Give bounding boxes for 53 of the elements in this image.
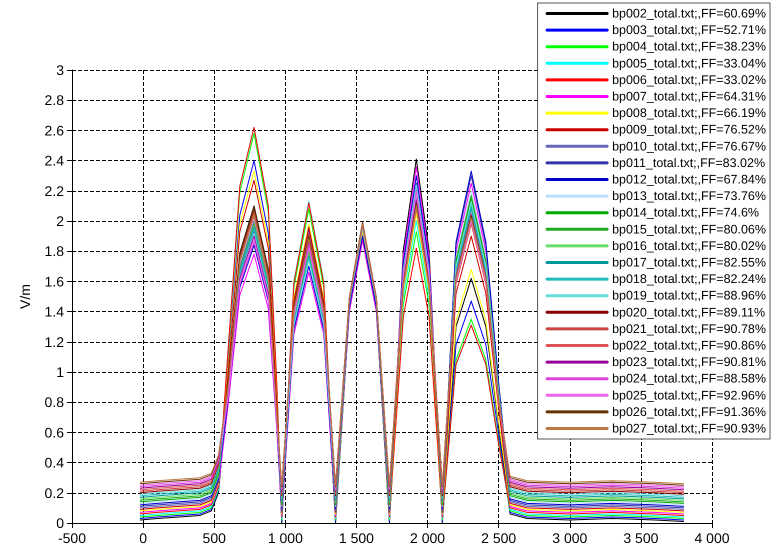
y-tick-label: 0 — [56, 515, 64, 531]
legend-label: bp024_total.txt;,FF=88.58% — [612, 372, 766, 386]
y-tick-label: 1.8 — [44, 243, 64, 260]
legend-label: bp014_total.txt;,FF=74.6% — [612, 206, 760, 220]
legend-label: bp005_total.txt;,FF=33.04% — [612, 56, 766, 70]
legend-label: bp023_total.txt;,FF=90.81% — [612, 355, 766, 370]
legend-label: bp026_total.txt;,FF=91.36% — [612, 404, 766, 419]
y-tick-label: 1.4 — [44, 304, 64, 320]
y-tick-label: 2.2 — [44, 182, 64, 199]
x-tick-label: -500 — [58, 530, 86, 546]
legend-label: bp018_total.txt;,FF=82.24% — [612, 272, 766, 286]
legend-label: bp016_total.txt;,FF=80.02% — [612, 238, 766, 253]
x-tick-label: 0 — [139, 530, 148, 546]
x-tick-label: 3 000 — [552, 530, 588, 546]
x-tick-label: 2 500 — [481, 530, 516, 546]
x-tick-label: 4 000 — [694, 530, 730, 546]
y-tick-label: 2.8 — [44, 92, 64, 108]
y-tick-label: 2 — [56, 213, 64, 229]
y-tick-label: 2.6 — [44, 122, 64, 138]
legend-label: bp010_total.txt;,FF=76.67% — [612, 139, 766, 154]
legend-label: bp013_total.txt;,FF=73.76% — [612, 189, 766, 204]
legend-label: bp003_total.txt;,FF=52.71% — [612, 23, 766, 38]
legend-label: bp008_total.txt;,FF=66.19% — [612, 106, 766, 120]
legend-label: bp025_total.txt;,FF=92.96% — [612, 388, 766, 402]
legend-label: bp012_total.txt;,FF=67.84% — [612, 172, 766, 186]
legend-label: bp015_total.txt;,FF=80.06% — [612, 222, 766, 236]
legend-label: bp017_total.txt;,FF=82.55% — [612, 256, 766, 270]
legend-label: bp004_total.txt;,FF=38.23% — [612, 40, 766, 54]
x-tick-label: 1 500 — [338, 530, 374, 546]
x-tick-label: 3 500 — [623, 530, 659, 546]
y-tick-label: 0.4 — [44, 454, 64, 471]
legend-label: bp022_total.txt;,FF=90.86% — [612, 338, 766, 352]
legend-label: bp007_total.txt;,FF=64.31% — [612, 90, 766, 104]
x-tick-label: 500 — [202, 530, 226, 546]
y-tick-label: 0.2 — [44, 484, 64, 501]
y-tick-label: 2.4 — [44, 152, 64, 169]
y-axis-title: V/m — [17, 284, 33, 309]
legend-label: bp011_total.txt;,FF=83.02% — [612, 156, 766, 170]
y-tick-label: 0.6 — [44, 424, 64, 440]
y-tick-label: 3 — [56, 62, 64, 78]
y-tick-label: 0.8 — [44, 394, 64, 410]
y-tick-label: 1.2 — [44, 334, 64, 350]
legend-label: bp006_total.txt;,FF=33.02% — [612, 72, 766, 87]
legend-label: bp002_total.txt;,FF=60.69% — [612, 6, 766, 20]
x-tick-label: 2 000 — [410, 530, 446, 546]
legend-label: bp019_total.txt;,FF=88.96% — [612, 288, 766, 303]
y-tick-label: 1 — [56, 364, 64, 380]
legend-label: bp021_total.txt;,FF=90.78% — [612, 322, 766, 336]
legend-label: bp009_total.txt;,FF=76.52% — [612, 122, 766, 137]
y-tick-label: 1.6 — [44, 273, 64, 290]
legend-label: bp020_total.txt;,FF=89.11% — [612, 305, 766, 320]
x-tick-label: 1 000 — [268, 530, 304, 546]
legend-label: bp027_total.txt;,FF=90.93% — [612, 422, 766, 436]
